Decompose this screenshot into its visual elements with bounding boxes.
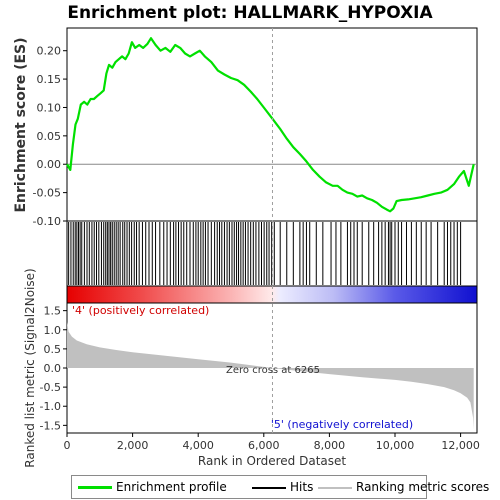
ranking-metric-area	[67, 322, 474, 430]
es-y-tick-label: 0.15	[37, 73, 62, 86]
x-tick-label: 10,000	[376, 439, 415, 452]
chart-title: Enrichment plot: HALLMARK_HYPOXIA	[67, 3, 433, 23]
es-y-tick-label: 0.00	[37, 158, 62, 171]
x-tick-label: 0	[64, 439, 71, 452]
legend-swatch-enrichment	[78, 486, 112, 489]
es-y-axis-label: Enrichment score (ES)	[13, 37, 29, 212]
metric-y-tick-label: -1.5	[40, 419, 61, 432]
positive-correlation-label: '4' (positively correlated)	[72, 304, 209, 317]
legend-swatch-hits	[252, 487, 286, 489]
legend-label-enrichment: Enrichment profile	[116, 480, 227, 494]
negative-correlation-label: '5' (negatively correlated)	[271, 418, 413, 431]
x-tick-label: 2,000	[117, 439, 149, 452]
metric-y-tick-label: -1.0	[40, 400, 61, 413]
es-y-tick-label: -0.05	[33, 187, 61, 200]
x-axis-label: Rank in Ordered Dataset	[198, 454, 346, 468]
legend-label-hits: Hits	[290, 480, 314, 494]
metric-y-tick-label: 1.5	[44, 305, 62, 318]
es-y-tick-label: 0.05	[37, 130, 62, 143]
enrichment-profile-line	[66, 37, 475, 213]
metric-y-axis-label: Ranked list metric (Signal2Noise)	[23, 268, 37, 467]
x-tick-label: 12,000	[441, 439, 480, 452]
es-y-tick-label: 0.20	[37, 45, 62, 58]
es-y-tick-label: 0.10	[37, 101, 62, 114]
metric-y-tick-label: 0.0	[44, 362, 62, 375]
metric-y-tick-label: -0.5	[40, 381, 61, 394]
x-tick-label: 6,000	[248, 439, 280, 452]
legend: Enrichment profile Hits Ranking metric s…	[71, 475, 489, 499]
metric-y-tick-label: 1.0	[44, 324, 62, 337]
legend-swatch-ranking	[318, 487, 352, 489]
x-tick-label: 8,000	[314, 439, 346, 452]
es-y-tick-label: -0.10	[33, 215, 61, 228]
legend-label-ranking: Ranking metric scores	[356, 480, 490, 494]
zero-cross-label: Zero cross at 6265	[226, 365, 320, 376]
x-tick-label: 4,000	[182, 439, 214, 452]
metric-y-tick-label: 0.5	[44, 343, 62, 356]
